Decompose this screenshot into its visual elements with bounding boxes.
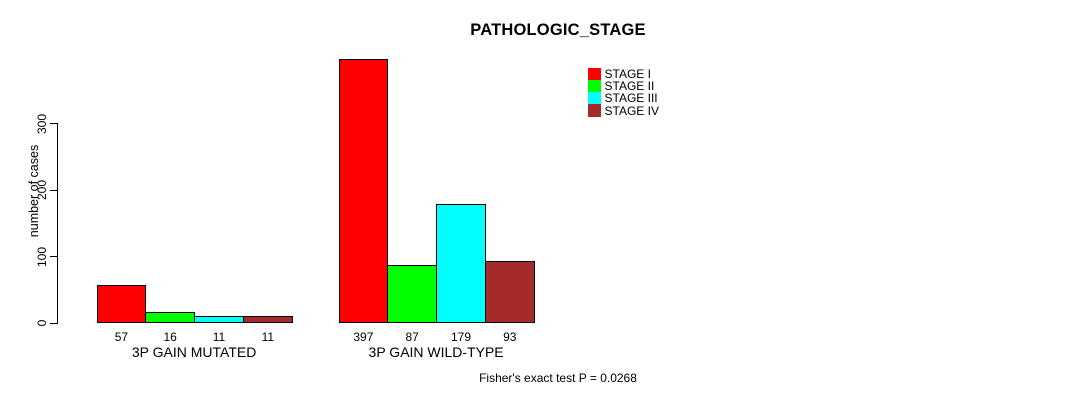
bar-3p-gain-mutated-stage-ii xyxy=(145,312,196,323)
bar-3p-gain-mutated-stage-iii xyxy=(194,315,244,323)
legend-item-stage-i: STAGE I xyxy=(588,66,651,81)
bar-value-label: 16 xyxy=(163,330,177,344)
y-tick-mark xyxy=(50,123,57,124)
y-tick-label: 200 xyxy=(35,179,49,201)
legend-swatch-stage-ii xyxy=(588,79,601,93)
y-tick-label: 100 xyxy=(35,246,49,267)
legend-label: STAGE I xyxy=(604,66,651,81)
y-tick-mark xyxy=(50,256,57,257)
bar-value-label: 11 xyxy=(212,330,226,344)
legend-swatch-stage-iii xyxy=(588,92,601,105)
legend-swatch-stage-iv xyxy=(588,104,601,117)
bar-3p-gain-wild-type-stage-iv xyxy=(484,261,535,323)
legend-label: STAGE IV xyxy=(604,103,659,118)
bar-3p-gain-wild-type-stage-iii xyxy=(436,203,486,323)
bar-value-label: 397 xyxy=(353,330,374,344)
bar-value-label: 57 xyxy=(114,330,129,344)
bar-3p-gain-mutated-stage-i xyxy=(96,285,147,323)
chart-title: PATHOLOGIC_STAGE xyxy=(470,21,646,39)
y-tick-label: 300 xyxy=(35,113,49,134)
x-category-label-3p-gain-mutated: 3P GAIN MUTATED xyxy=(131,343,257,360)
bar-value-label: 179 xyxy=(450,330,472,344)
bar-value-label: 11 xyxy=(261,330,275,344)
bar-value-label: 87 xyxy=(405,330,419,344)
bar-3p-gain-wild-type-stage-ii xyxy=(387,265,438,323)
legend-label: STAGE III xyxy=(604,91,658,106)
bar-3p-gain-mutated-stage-iv xyxy=(242,315,293,323)
bar-value-label: 93 xyxy=(503,330,517,344)
legend-swatch-stage-i xyxy=(588,67,601,80)
legend-item-stage-ii: STAGE II xyxy=(588,78,655,93)
y-tick-mark xyxy=(50,189,57,191)
x-category-label-3p-gain-wild-type: 3P GAIN WILD-TYPE xyxy=(368,343,504,360)
bar-3p-gain-wild-type-stage-i xyxy=(338,58,389,323)
y-tick-label: 0 xyxy=(35,319,49,327)
annotation-text: Fisher's exact test P = 0.0268 xyxy=(479,371,637,385)
legend-item-stage-iv: STAGE IV xyxy=(588,103,659,118)
legend-item-stage-iii: STAGE III xyxy=(588,91,658,106)
y-axis-line xyxy=(57,123,58,324)
legend-label: STAGE II xyxy=(604,78,655,93)
y-tick-mark xyxy=(50,322,57,324)
